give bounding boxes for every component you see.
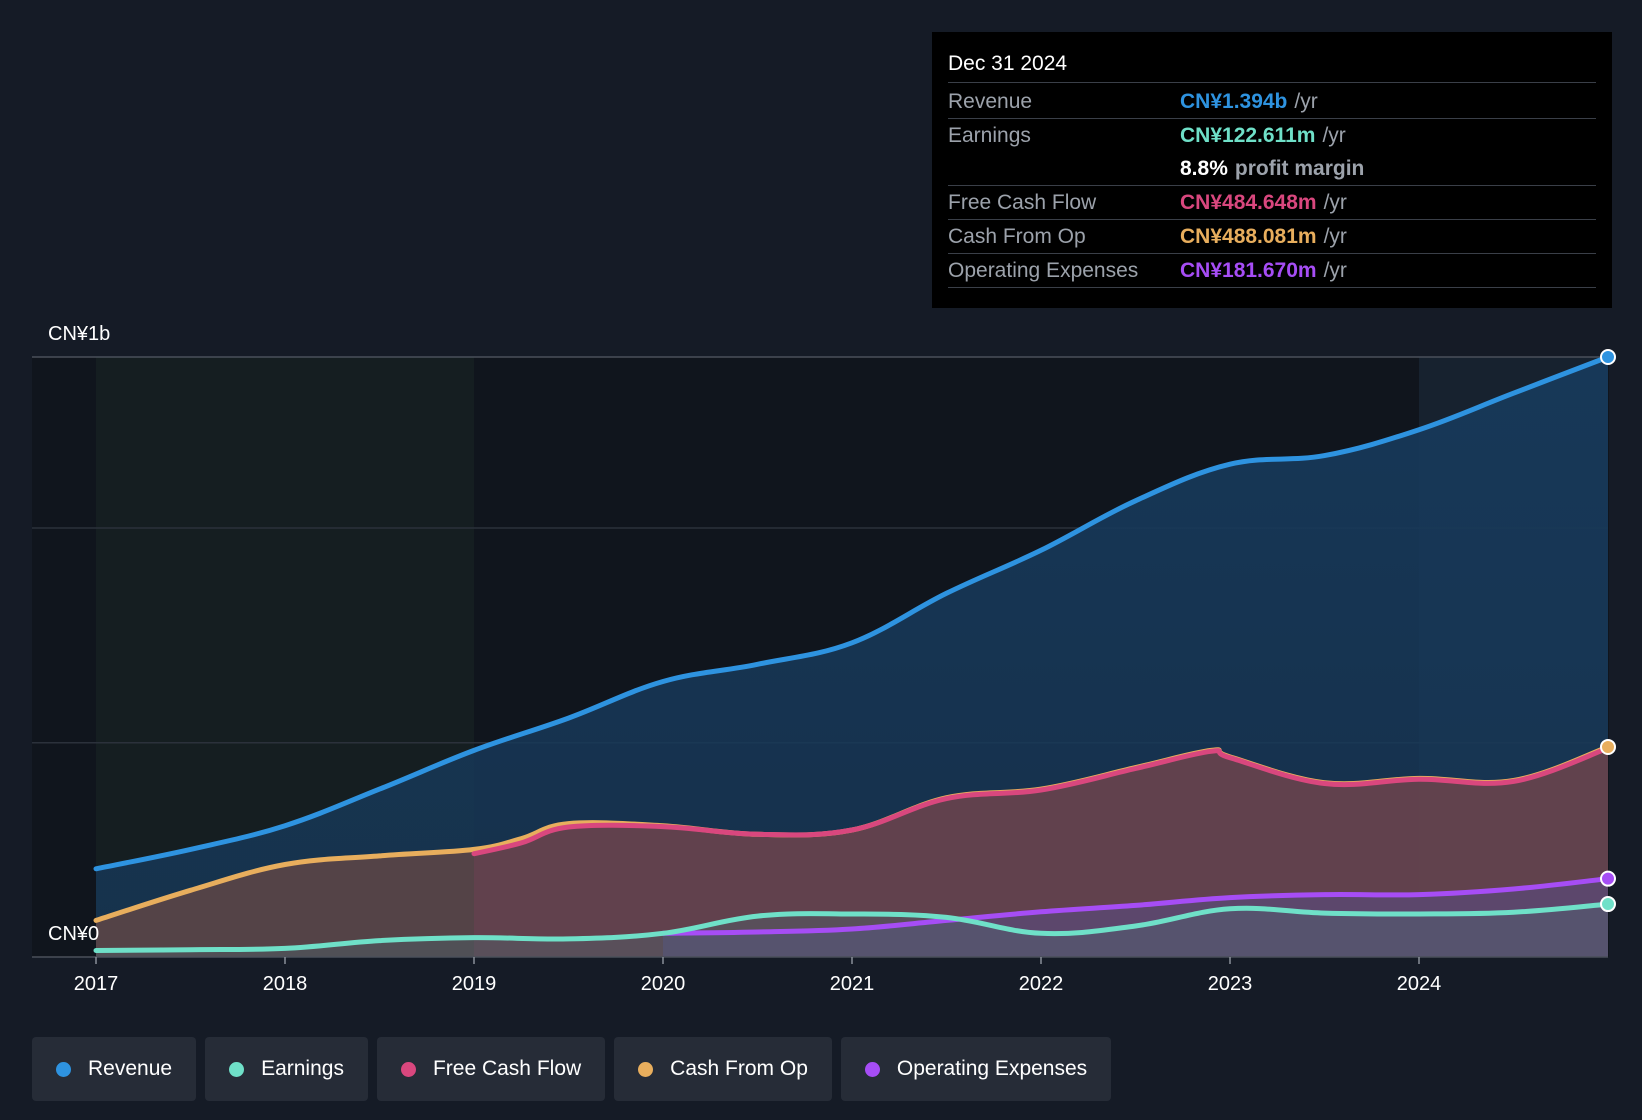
legend-label: Revenue <box>88 1057 173 1080</box>
point-revenue-end <box>1600 349 1616 365</box>
legend-dot-icon <box>229 1061 245 1077</box>
x-tick-label: 2021 <box>830 973 875 995</box>
line-earnings <box>93 901 1611 953</box>
y-axis-bottom-label: CN¥0 <box>48 923 99 945</box>
tooltip-label: Operating Expenses <box>948 258 1139 282</box>
x-tick-label: 2023 <box>1208 973 1253 995</box>
x-tick-label: 2017 <box>74 973 119 995</box>
legend-item-revenue[interactable]: Revenue <box>32 1037 197 1101</box>
tooltip-row-earnings: Earnings CN¥122.611m /yr <box>948 119 1596 152</box>
area-operating-expenses <box>663 878 1608 957</box>
x-tick-label: 2022 <box>1019 973 1064 995</box>
tooltip-unit: profit margin <box>1234 156 1365 180</box>
y-axis-top-label: CN¥1b <box>48 323 110 345</box>
legend-label: Cash From Op <box>670 1057 808 1080</box>
tooltip-label: Free Cash Flow <box>948 190 1097 214</box>
tooltip-row-revenue: Revenue CN¥1.394b /yr <box>948 85 1596 119</box>
tooltip-value-operating-expenses: CN¥181.670m <box>1180 258 1317 282</box>
tooltip-label: Earnings <box>948 123 1031 147</box>
tooltip-unit: /yr <box>1294 89 1318 113</box>
tooltip-row-cash-from-op: Cash From Op CN¥488.081m /yr <box>948 220 1596 254</box>
legend-dot-icon <box>400 1061 416 1077</box>
tooltip-label: Cash From Op <box>948 224 1086 248</box>
tooltip-panel: Dec 31 2024 Revenue CN¥1.394b /yr Earnin… <box>932 32 1612 308</box>
legend-label: Free Cash Flow <box>432 1057 582 1080</box>
legend-dot-icon <box>638 1061 654 1077</box>
chart-legend: Revenue Earnings Free Cash Flow Cash Fro… <box>32 1037 1120 1101</box>
tooltip-row-operating-expenses: Operating Expenses CN¥181.670m /yr <box>948 254 1596 288</box>
tooltip-value-cash-from-op: CN¥488.081m <box>1180 224 1317 248</box>
tooltip-unit: /yr <box>1323 190 1347 214</box>
line-free-cash-flow <box>471 745 1611 857</box>
legend-item-operating-expenses[interactable]: Operating Expenses <box>840 1037 1112 1101</box>
tooltip-unit: /yr <box>1323 258 1347 282</box>
legend-item-free-cash-flow[interactable]: Free Cash Flow <box>376 1037 606 1101</box>
point-operating-expenses-end <box>1600 870 1616 887</box>
line-revenue <box>93 354 1611 872</box>
x-tick-label: 2024 <box>1397 973 1442 995</box>
tooltip-row-free-cash-flow: Free Cash Flow CN¥484.648m /yr <box>948 186 1596 220</box>
legend-item-earnings[interactable]: Earnings <box>205 1037 368 1101</box>
legend-label: Earnings <box>261 1057 344 1080</box>
line-operating-expenses <box>660 876 1611 936</box>
tooltip-unit: /yr <box>1322 123 1346 147</box>
tooltip-value-profit-margin: 8.8% <box>1180 156 1228 180</box>
legend-item-cash-from-op[interactable]: Cash From Op <box>614 1037 832 1101</box>
legend-label: Operating Expenses <box>896 1057 1088 1080</box>
point-cash-from-op-end <box>1600 738 1616 755</box>
point-earnings-end <box>1600 896 1616 913</box>
x-tick-label: 2018 <box>263 973 308 995</box>
legend-dot-icon <box>56 1061 71 1077</box>
x-tick-label: 2019 <box>452 973 497 995</box>
legend-dot-icon <box>864 1061 880 1077</box>
tooltip-value-revenue: CN¥1.394b <box>1180 89 1288 113</box>
tooltip-value-earnings: CN¥122.611m <box>1180 123 1316 147</box>
tooltip-value-free-cash-flow: CN¥484.648m <box>1180 190 1317 214</box>
x-tick-label: 2020 <box>641 973 686 995</box>
tooltip-label: Revenue <box>948 89 1033 113</box>
tooltip-unit: /yr <box>1323 224 1347 248</box>
tooltip-date: Dec 31 2024 <box>948 46 1596 83</box>
tooltip-row-profit-margin: 8.8% profit margin <box>948 152 1596 186</box>
